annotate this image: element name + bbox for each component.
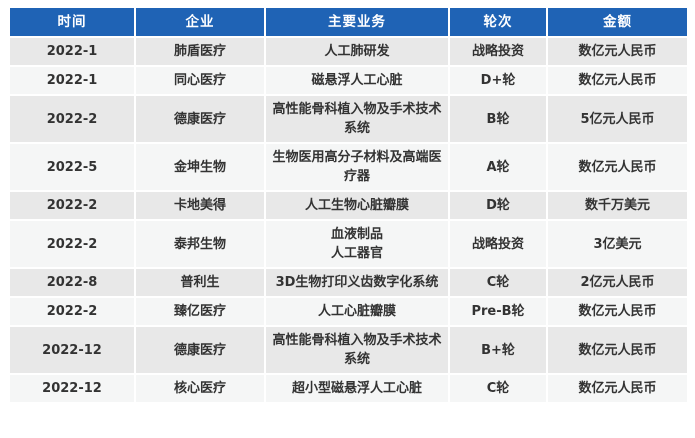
cell-business: 高性能骨科植入物及手术技术系统 (266, 327, 450, 375)
cell-company: 肺盾医疗 (136, 38, 266, 67)
cell-company: 臻亿医疗 (136, 298, 266, 327)
table-row: 2022-12 核心医疗 超小型磁悬浮人工心脏 C轮 数亿元人民币 (10, 375, 687, 404)
cell-amount: 数千万美元 (548, 192, 687, 221)
cell-company: 德康医疗 (136, 96, 266, 144)
table-row: 2022-8 普利生 3D生物打印义齿数字化系统 C轮 2亿元人民币 (10, 269, 687, 298)
cell-company: 金坤生物 (136, 144, 266, 192)
cell-company: 核心医疗 (136, 375, 266, 404)
cell-time: 2022-8 (10, 269, 136, 298)
header-row: 时间 企业 主要业务 轮次 金额 (10, 8, 687, 38)
table-row: 2022-12 德康医疗 高性能骨科植入物及手术技术系统 B+轮 数亿元人民币 (10, 327, 687, 375)
cell-round: C轮 (450, 269, 548, 298)
cell-company: 卡地美得 (136, 192, 266, 221)
cell-company: 德康医疗 (136, 327, 266, 375)
table-row: 2022-1 肺盾医疗 人工肺研发 战略投资 数亿元人民币 (10, 38, 687, 67)
cell-business: 高性能骨科植入物及手术技术系统 (266, 96, 450, 144)
funding-table: 时间 企业 主要业务 轮次 金额 2022-1 肺盾医疗 人工肺研发 战略投资 … (10, 8, 687, 404)
cell-company: 泰邦生物 (136, 221, 266, 269)
cell-business: 血液制品 人工器官 (266, 221, 450, 269)
cell-company: 普利生 (136, 269, 266, 298)
cell-time: 2022-2 (10, 221, 136, 269)
cell-time: 2022-2 (10, 298, 136, 327)
cell-amount: 数亿元人民币 (548, 375, 687, 404)
cell-amount: 数亿元人民币 (548, 144, 687, 192)
cell-time: 2022-5 (10, 144, 136, 192)
cell-business: 生物医用高分子材料及高端医疗器 (266, 144, 450, 192)
table-body: 2022-1 肺盾医疗 人工肺研发 战略投资 数亿元人民币 2022-1 同心医… (10, 38, 687, 404)
cell-amount: 数亿元人民币 (548, 327, 687, 375)
cell-round: 战略投资 (450, 221, 548, 269)
cell-business: 人工生物心脏瓣膜 (266, 192, 450, 221)
cell-amount: 3亿美元 (548, 221, 687, 269)
cell-amount: 数亿元人民币 (548, 67, 687, 96)
table-header: 时间 企业 主要业务 轮次 金额 (10, 8, 687, 38)
cell-round: D轮 (450, 192, 548, 221)
cell-time: 2022-2 (10, 96, 136, 144)
cell-amount: 数亿元人民币 (548, 298, 687, 327)
cell-round: C轮 (450, 375, 548, 404)
cell-round: Pre-B轮 (450, 298, 548, 327)
cell-amount: 数亿元人民币 (548, 38, 687, 67)
column-header-company: 企业 (136, 8, 266, 38)
cell-time: 2022-12 (10, 375, 136, 404)
column-header-amount: 金额 (548, 8, 687, 38)
cell-company: 同心医疗 (136, 67, 266, 96)
funding-table-container: 时间 企业 主要业务 轮次 金额 2022-1 肺盾医疗 人工肺研发 战略投资 … (10, 8, 687, 404)
cell-round: A轮 (450, 144, 548, 192)
table-row: 2022-2 泰邦生物 血液制品 人工器官 战略投资 3亿美元 (10, 221, 687, 269)
cell-amount: 5亿元人民币 (548, 96, 687, 144)
cell-business: 人工肺研发 (266, 38, 450, 67)
cell-round: B+轮 (450, 327, 548, 375)
cell-amount: 2亿元人民币 (548, 269, 687, 298)
table-row: 2022-2 卡地美得 人工生物心脏瓣膜 D轮 数千万美元 (10, 192, 687, 221)
cell-round: D+轮 (450, 67, 548, 96)
cell-business: 磁悬浮人工心脏 (266, 67, 450, 96)
cell-business: 超小型磁悬浮人工心脏 (266, 375, 450, 404)
cell-business: 人工心脏瓣膜 (266, 298, 450, 327)
table-row: 2022-5 金坤生物 生物医用高分子材料及高端医疗器 A轮 数亿元人民币 (10, 144, 687, 192)
cell-time: 2022-12 (10, 327, 136, 375)
table-row: 2022-2 臻亿医疗 人工心脏瓣膜 Pre-B轮 数亿元人民币 (10, 298, 687, 327)
column-header-time: 时间 (10, 8, 136, 38)
cell-round: 战略投资 (450, 38, 548, 67)
cell-time: 2022-2 (10, 192, 136, 221)
table-row: 2022-2 德康医疗 高性能骨科植入物及手术技术系统 B轮 5亿元人民币 (10, 96, 687, 144)
column-header-round: 轮次 (450, 8, 548, 38)
cell-time: 2022-1 (10, 67, 136, 96)
cell-business: 3D生物打印义齿数字化系统 (266, 269, 450, 298)
column-header-business: 主要业务 (266, 8, 450, 38)
table-row: 2022-1 同心医疗 磁悬浮人工心脏 D+轮 数亿元人民币 (10, 67, 687, 96)
cell-time: 2022-1 (10, 38, 136, 67)
cell-round: B轮 (450, 96, 548, 144)
